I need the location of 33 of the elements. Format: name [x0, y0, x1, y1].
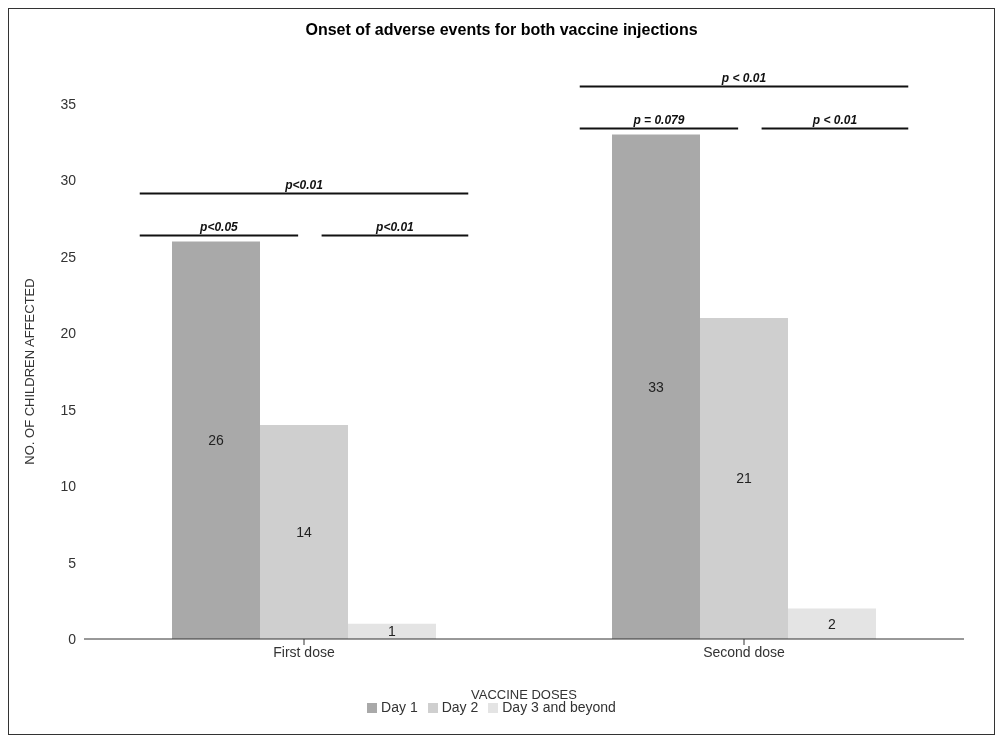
y-tick-label: 0	[68, 630, 77, 647]
y-tick-label: 30	[60, 172, 77, 189]
annotation: p = 0.079	[632, 112, 685, 127]
y-axis-title: NO. OF CHILDREN AFFECTED	[21, 278, 37, 465]
y-tick-label: 5	[68, 554, 77, 571]
legend-label: Day 2	[441, 699, 479, 715]
data-label: 21	[736, 470, 752, 487]
x-tick-label: Second dose	[703, 643, 786, 660]
bar	[788, 608, 876, 639]
y-tick-label: 15	[60, 401, 77, 418]
annotation: p<0.01	[284, 177, 324, 192]
x-axis-title: VACCINE DOSES	[471, 687, 578, 702]
bar	[260, 425, 348, 639]
annotation: p<0.05	[199, 219, 239, 234]
data-label: 33	[648, 378, 664, 395]
data-label: 14	[296, 523, 312, 540]
chart-title: Onset of adverse events for both vaccine injections	[304, 21, 699, 39]
data-label: 26	[208, 432, 224, 449]
annotation: p<0.01	[375, 219, 415, 234]
data-label: 1	[388, 623, 397, 640]
legend-label: Day 3 and beyond	[502, 699, 616, 715]
y-tick-label: 10	[60, 478, 77, 495]
legend-label: Day 1	[381, 699, 418, 715]
y-tick-label: 25	[60, 248, 77, 265]
annotation: p < 0.01	[811, 112, 858, 127]
y-tick-label: 20	[60, 325, 77, 342]
bar	[612, 134, 700, 639]
bar	[700, 318, 788, 639]
data-label: 2	[828, 615, 837, 632]
y-tick-label: 35	[60, 95, 77, 112]
x-tick-label: First dose	[273, 643, 335, 660]
text: p < 0.01	[720, 70, 767, 85]
bar	[172, 241, 260, 639]
